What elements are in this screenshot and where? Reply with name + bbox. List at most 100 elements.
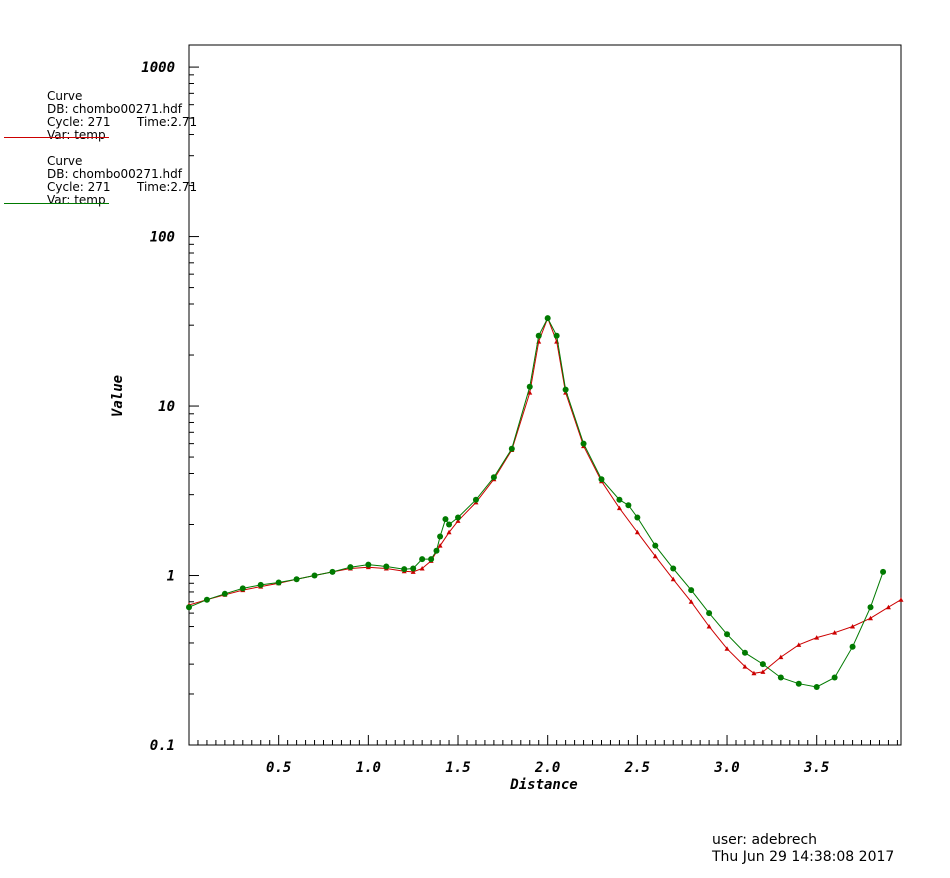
x-tick-label: 0.5	[266, 760, 291, 776]
series-2-point	[442, 516, 449, 523]
legend-swatch-red	[4, 137, 109, 138]
x-tick-label: 2.0	[534, 760, 560, 776]
series-2-point	[625, 502, 632, 509]
legend-var: Var: temp	[47, 128, 106, 142]
series-2-point	[239, 585, 246, 592]
series-2-point	[670, 565, 677, 572]
series-2-point	[562, 386, 569, 393]
x-tick-label: 2.5	[624, 760, 650, 776]
series-2-line	[188, 317, 884, 688]
legend-cycle-time: Cycle: 271 Time:2.71	[47, 180, 197, 194]
x-tick-label: 1.5	[445, 760, 470, 776]
series-1-point	[868, 615, 874, 621]
series-2-point	[544, 315, 551, 322]
series-1-point	[724, 646, 730, 651]
user-info: user: adebrech Thu Jun 29 14:38:08 2017	[712, 832, 894, 866]
series-2-point	[455, 514, 462, 521]
series-1-point	[410, 569, 416, 574]
series-1-point	[670, 576, 676, 582]
series-1-point	[796, 642, 802, 647]
y-tick-label: 0.1	[150, 738, 175, 754]
series-2-point	[580, 440, 587, 447]
y-tick-label: 10	[158, 399, 175, 415]
y-tick-label: 100	[150, 230, 175, 246]
series-2-point	[706, 610, 713, 617]
series-1-point	[616, 505, 622, 511]
series-2-point	[490, 474, 497, 481]
legend-time: Time:2.71	[137, 115, 198, 129]
y-tick-label: 1000	[141, 60, 175, 76]
series-2-point	[849, 643, 856, 650]
series-2-point	[535, 332, 542, 339]
plot-frame	[188, 44, 902, 746]
series-2-point	[616, 496, 623, 503]
series-1-point	[455, 518, 461, 523]
timestamp: Thu Jun 29 14:38:08 2017	[712, 849, 895, 865]
series-2-point	[724, 631, 731, 638]
series-2-point	[553, 332, 560, 339]
series-2-point	[275, 579, 282, 586]
series-2-point	[433, 547, 440, 554]
series-1-point	[554, 339, 560, 344]
legend-title: Curve	[47, 154, 83, 168]
series-2-point	[401, 566, 408, 573]
series-2-point	[652, 542, 659, 549]
series-2-point	[437, 533, 444, 540]
series-2-point	[383, 563, 390, 570]
series-2-point	[508, 445, 515, 452]
series-1-point	[832, 630, 838, 635]
series-1-point	[778, 654, 784, 660]
user-name: user: adebrech	[712, 832, 818, 848]
legend-db: DB: chombo00271.hdf	[47, 167, 182, 181]
series-1-point	[814, 635, 820, 640]
y-tick-label: 1	[167, 569, 175, 585]
series-2-point	[867, 604, 874, 611]
series-1-point	[850, 624, 856, 629]
series-1-point	[419, 566, 425, 571]
x-tick-label: 3.5	[803, 760, 829, 776]
series-2-point	[759, 661, 766, 668]
series-2-point	[365, 561, 372, 568]
series-2-point	[880, 568, 887, 575]
series-2-point	[203, 596, 210, 603]
series-2-point	[598, 476, 605, 483]
series-1-point	[760, 669, 766, 674]
series-2-point	[634, 514, 641, 521]
legend-cycle: Cycle: 271	[47, 115, 111, 129]
series-2-point	[831, 674, 838, 681]
legend-entry-1: Curve DB: chombo00271.hdf Cycle: 271 Time…	[4, 89, 197, 142]
series-2-point	[311, 572, 318, 579]
series-2-point	[795, 680, 802, 687]
series-1-line	[188, 316, 902, 674]
series-2-point	[813, 683, 820, 690]
series-1-point	[527, 390, 533, 395]
series-2-point	[257, 581, 264, 588]
series-2-point	[329, 568, 336, 575]
series-2-point	[741, 649, 748, 656]
series-1-point	[437, 543, 443, 548]
series-2-point	[293, 576, 300, 583]
legend-var: Var: temp	[47, 193, 106, 207]
series-2-point	[777, 674, 784, 681]
legend-time: Time:2.71	[137, 180, 198, 194]
series-1-point	[688, 599, 694, 604]
series-1-point	[634, 529, 640, 535]
series-2-point	[186, 604, 192, 611]
legend-cycle: Cycle: 271	[47, 180, 111, 194]
legend-title: Curve	[47, 89, 83, 103]
series-2-point	[472, 496, 479, 503]
series-2-point	[410, 565, 417, 572]
series-2-point	[428, 556, 435, 563]
series-1-point	[885, 604, 891, 610]
series-1-point	[446, 529, 452, 535]
series-2-point	[221, 590, 228, 597]
series-1-point	[751, 670, 757, 676]
series-1-point	[652, 553, 658, 559]
series-1-point	[742, 664, 748, 669]
legend-cycle-time: Cycle: 271 Time:2.71	[47, 115, 197, 129]
series-2-point	[347, 564, 354, 571]
legend-entry-2: Curve DB: chombo00271.hdf Cycle: 271 Time…	[4, 154, 197, 207]
series-1-point	[898, 597, 904, 602]
series-1-point	[706, 624, 712, 629]
